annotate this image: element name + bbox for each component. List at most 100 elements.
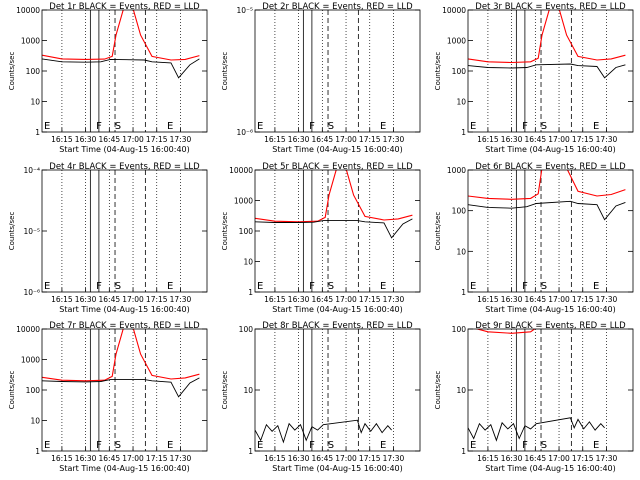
y-tick-label: 1000 [447,166,466,175]
series-group [468,10,626,79]
x-axis-label: Start Time (04-Aug-15 16:00:40) [485,145,616,154]
marker-label-s: S [541,121,547,132]
marker-label-s: S [328,440,334,451]
y-tick-label: 1 [248,447,253,456]
x-tick-label: 17:30 [383,295,405,304]
y-tick-label: 100 [26,386,41,395]
events-series-line [468,63,626,79]
x-tick-label: 17:00 [122,135,144,144]
x-tick-label: 16:15 [477,295,499,304]
y-tick-label: 100 [452,67,467,76]
y-tick-label: 1000 [234,197,253,206]
y-axis-label: Counts/sec [434,212,442,251]
series-group [42,10,200,79]
plot-frame [254,169,421,293]
y-axis-label: Counts/sec [8,52,16,91]
lld-series-line [475,329,536,334]
y-axis-label: Counts/sec [434,52,442,91]
marker-label-s: S [328,121,334,132]
marker-label-e: E [167,281,173,292]
x-tick-label: 17:30 [170,135,192,144]
x-axis-label: Start Time (04-Aug-15 16:00:40) [59,305,190,314]
x-tick-label: 16:15 [51,454,73,463]
x-tick-label: 17:30 [596,135,618,144]
chart-panel-4: Det 4r BLACK = Events, RED = LLD F S E E 10⁻⁶… [8,162,208,314]
x-tick-label: 17:15 [359,135,381,144]
x-tick-label: 17:00 [548,135,570,144]
lld-series-line [468,10,626,64]
lld-series-line [42,10,200,61]
y-tick-label: 10 [456,247,466,256]
marker-label-e: E [593,281,599,292]
x-axis-label: Start Time (04-Aug-15 16:00:40) [272,464,403,473]
y-tick-label: 1 [461,288,466,297]
marker-label-e-left: E [470,440,476,451]
x-tick-label: 17:00 [335,135,357,144]
x-tick-label: 17:00 [548,295,570,304]
y-tick-label: 100 [452,325,467,334]
marker-label-e-left: E [44,440,50,451]
marker-label-e: E [380,440,386,451]
x-tick-label: 16:30 [501,295,523,304]
chart-title: Det 1r BLACK = Events, RED = LLD [49,2,200,12]
plot-frame [254,9,421,133]
x-tick-label: 16:30 [288,135,310,144]
y-tick-label: 1 [35,128,40,137]
marker-label-e-left: E [470,281,476,292]
x-tick-label: 16:45 [312,135,334,144]
marker-label-e-left: E [257,121,263,132]
x-tick-label: 16:15 [477,135,499,144]
plot-frame [41,328,208,452]
x-tick-label: 16:30 [501,454,523,463]
x-axis-label: Start Time (04-Aug-15 16:00:40) [485,305,616,314]
x-tick-label: 17:00 [122,454,144,463]
x-tick-label: 16:30 [75,295,97,304]
marker-label-e-left: E [257,440,263,451]
plot-frame [467,328,634,452]
marker-label-f: F [522,121,528,132]
chart-title: Det 9r BLACK = Events, RED = LLD [475,321,626,331]
series-group [42,329,200,398]
x-tick-label: 17:15 [572,454,594,463]
marker-label-e: E [593,440,599,451]
y-tick-label: 10 [243,258,253,267]
marker-label-s: S [115,440,121,451]
x-tick-label: 16:15 [264,135,286,144]
marker-label-e: E [593,121,599,132]
chart-title: Det 5r BLACK = Events, RED = LLD [262,162,413,172]
x-tick-label: 16:30 [75,135,97,144]
x-tick-label: 16:45 [525,454,547,463]
marker-label-e: E [167,440,173,451]
y-tick-label: 1 [461,128,466,137]
x-tick-label: 16:30 [501,135,523,144]
y-tick-label: 100 [239,325,254,334]
marker-label-s: S [541,281,547,292]
y-tick-label: 1000 [21,356,40,365]
y-tick-label: 10 [456,386,466,395]
x-tick-label: 16:45 [99,295,121,304]
marker-label-f: F [309,121,315,132]
plot-frame [467,169,634,293]
y-axis-label: Counts/sec [8,371,16,410]
y-tick-label: 100 [452,207,467,216]
marker-label-s: S [115,121,121,132]
y-tick-label: 1 [248,288,253,297]
marker-label-f: F [522,281,528,292]
x-tick-label: 17:15 [359,454,381,463]
x-tick-label: 16:45 [525,135,547,144]
marker-label-e: E [380,121,386,132]
y-tick-label: 10⁻⁵ [236,6,253,15]
plot-frame [41,9,208,133]
x-tick-label: 16:15 [51,295,73,304]
y-axis-label: Counts/sec [221,212,229,251]
x-tick-label: 16:45 [312,295,334,304]
x-axis-label: Start Time (04-Aug-15 16:00:40) [272,145,403,154]
marker-label-f: F [96,440,102,451]
x-axis-label: Start Time (04-Aug-15 16:00:40) [59,145,190,154]
y-tick-label: 1 [35,447,40,456]
chart-title: Det 3r BLACK = Events, RED = LLD [475,2,626,12]
marker-label-f: F [309,440,315,451]
marker-label-s: S [115,281,121,292]
x-tick-label: 16:15 [264,454,286,463]
